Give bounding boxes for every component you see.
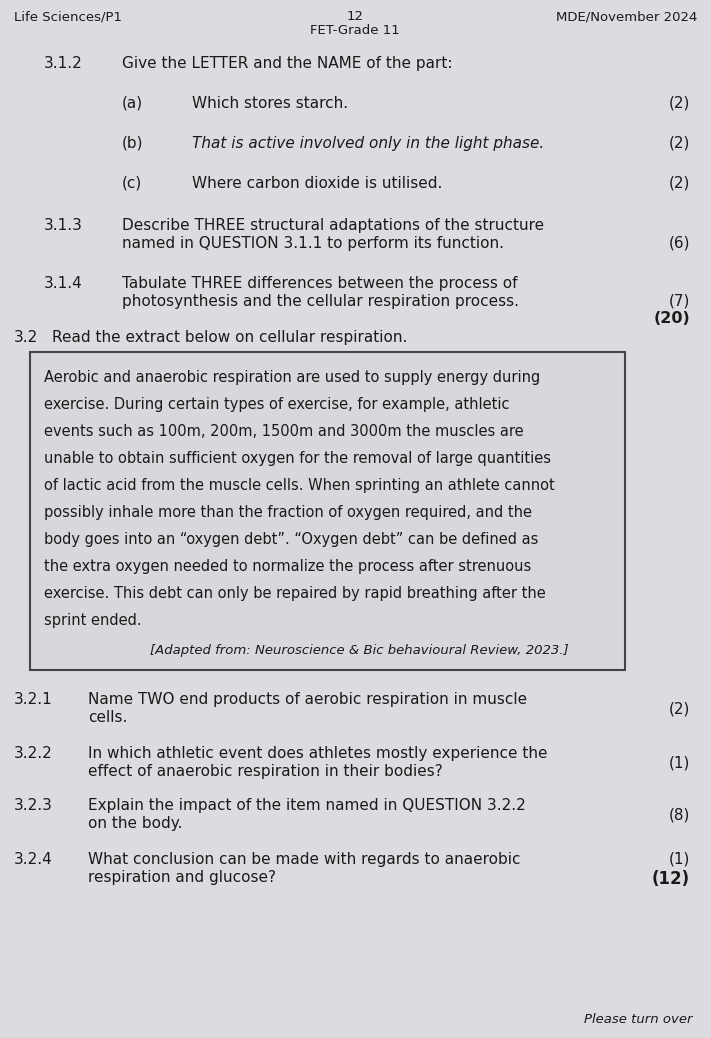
Text: Give the LETTER and the NAME of the part:: Give the LETTER and the NAME of the part… — [122, 56, 452, 71]
Text: unable to obtain sufficient oxygen for the removal of large quantities: unable to obtain sufficient oxygen for t… — [44, 450, 551, 466]
Text: exercise. This debt can only be repaired by rapid breathing after the: exercise. This debt can only be repaired… — [44, 586, 546, 601]
Text: (7): (7) — [668, 294, 690, 309]
Text: MDE/November 2024: MDE/November 2024 — [555, 10, 697, 23]
Text: That is active involved only in the light phase.: That is active involved only in the ligh… — [192, 136, 544, 151]
Text: Name TWO end products of aerobic respiration in muscle: Name TWO end products of aerobic respira… — [88, 692, 527, 707]
Text: 3.2.4: 3.2.4 — [14, 852, 53, 867]
Text: 12: 12 — [346, 10, 363, 23]
Text: respiration and glucose?: respiration and glucose? — [88, 870, 276, 885]
Text: What conclusion can be made with regards to anaerobic: What conclusion can be made with regards… — [88, 852, 520, 867]
Text: effect of anaerobic respiration in their bodies?: effect of anaerobic respiration in their… — [88, 764, 443, 778]
Text: (a): (a) — [122, 95, 143, 111]
Text: Describe THREE structural adaptations of the structure: Describe THREE structural adaptations of… — [122, 218, 544, 233]
Text: 3.1.2: 3.1.2 — [44, 56, 82, 71]
Text: Which stores starch.: Which stores starch. — [192, 95, 348, 111]
Text: Life Sciences/P1: Life Sciences/P1 — [14, 10, 122, 23]
Text: photosynthesis and the cellular respiration process.: photosynthesis and the cellular respirat… — [122, 294, 519, 309]
Text: Explain the impact of the item named in QUESTION 3.2.2: Explain the impact of the item named in … — [88, 798, 525, 813]
Text: 3.2.1: 3.2.1 — [14, 692, 53, 707]
Text: 3.2: 3.2 — [14, 330, 38, 345]
Text: (8): (8) — [668, 807, 690, 822]
Text: (2): (2) — [668, 176, 690, 191]
Text: sprint ended.: sprint ended. — [44, 613, 141, 628]
Text: Where carbon dioxide is utilised.: Where carbon dioxide is utilised. — [192, 176, 442, 191]
Text: Tabulate THREE differences between the process of: Tabulate THREE differences between the p… — [122, 276, 518, 291]
Text: the extra oxygen needed to normalize the process after strenuous: the extra oxygen needed to normalize the… — [44, 559, 531, 574]
Text: (b): (b) — [122, 136, 144, 151]
Text: [Adapted from: Neuroscience & Bic behavioural Review, 2023.]: [Adapted from: Neuroscience & Bic behavi… — [150, 644, 569, 657]
Text: (2): (2) — [668, 701, 690, 716]
Text: (1): (1) — [668, 755, 690, 770]
Text: 3.1.4: 3.1.4 — [44, 276, 82, 291]
Text: body goes into an “oxygen debt”. “Oxygen debt” can be defined as: body goes into an “oxygen debt”. “Oxygen… — [44, 532, 538, 547]
Text: (6): (6) — [668, 236, 690, 251]
Text: exercise. During certain types of exercise, for example, athletic: exercise. During certain types of exerci… — [44, 397, 510, 412]
Text: (12): (12) — [652, 870, 690, 887]
Text: (2): (2) — [668, 95, 690, 111]
Text: In which athletic event does athletes mostly experience the: In which athletic event does athletes mo… — [88, 746, 547, 761]
Text: possibly inhale more than the fraction of oxygen required, and the: possibly inhale more than the fraction o… — [44, 506, 532, 520]
Text: Aerobic and anaerobic respiration are used to supply energy during: Aerobic and anaerobic respiration are us… — [44, 370, 540, 385]
Text: 3.2.2: 3.2.2 — [14, 746, 53, 761]
Text: cells.: cells. — [88, 710, 127, 725]
Bar — [30, 352, 625, 670]
Text: Read the extract below on cellular respiration.: Read the extract below on cellular respi… — [52, 330, 407, 345]
Text: 3.1.3: 3.1.3 — [44, 218, 83, 233]
Text: Please turn over: Please turn over — [584, 1013, 693, 1026]
Text: of lactic acid from the muscle cells. When sprinting an athlete cannot: of lactic acid from the muscle cells. Wh… — [44, 479, 555, 493]
Text: (c): (c) — [122, 176, 142, 191]
Text: on the body.: on the body. — [88, 816, 183, 831]
Text: (20): (20) — [653, 311, 690, 326]
Text: FET-Grade 11: FET-Grade 11 — [310, 24, 400, 37]
Text: (2): (2) — [668, 136, 690, 151]
Text: named in QUESTION 3.1.1 to perform its function.: named in QUESTION 3.1.1 to perform its f… — [122, 236, 504, 251]
Text: (1): (1) — [668, 852, 690, 867]
Text: events such as 100m, 200m, 1500m and 3000m the muscles are: events such as 100m, 200m, 1500m and 300… — [44, 424, 523, 439]
Text: 3.2.3: 3.2.3 — [14, 798, 53, 813]
